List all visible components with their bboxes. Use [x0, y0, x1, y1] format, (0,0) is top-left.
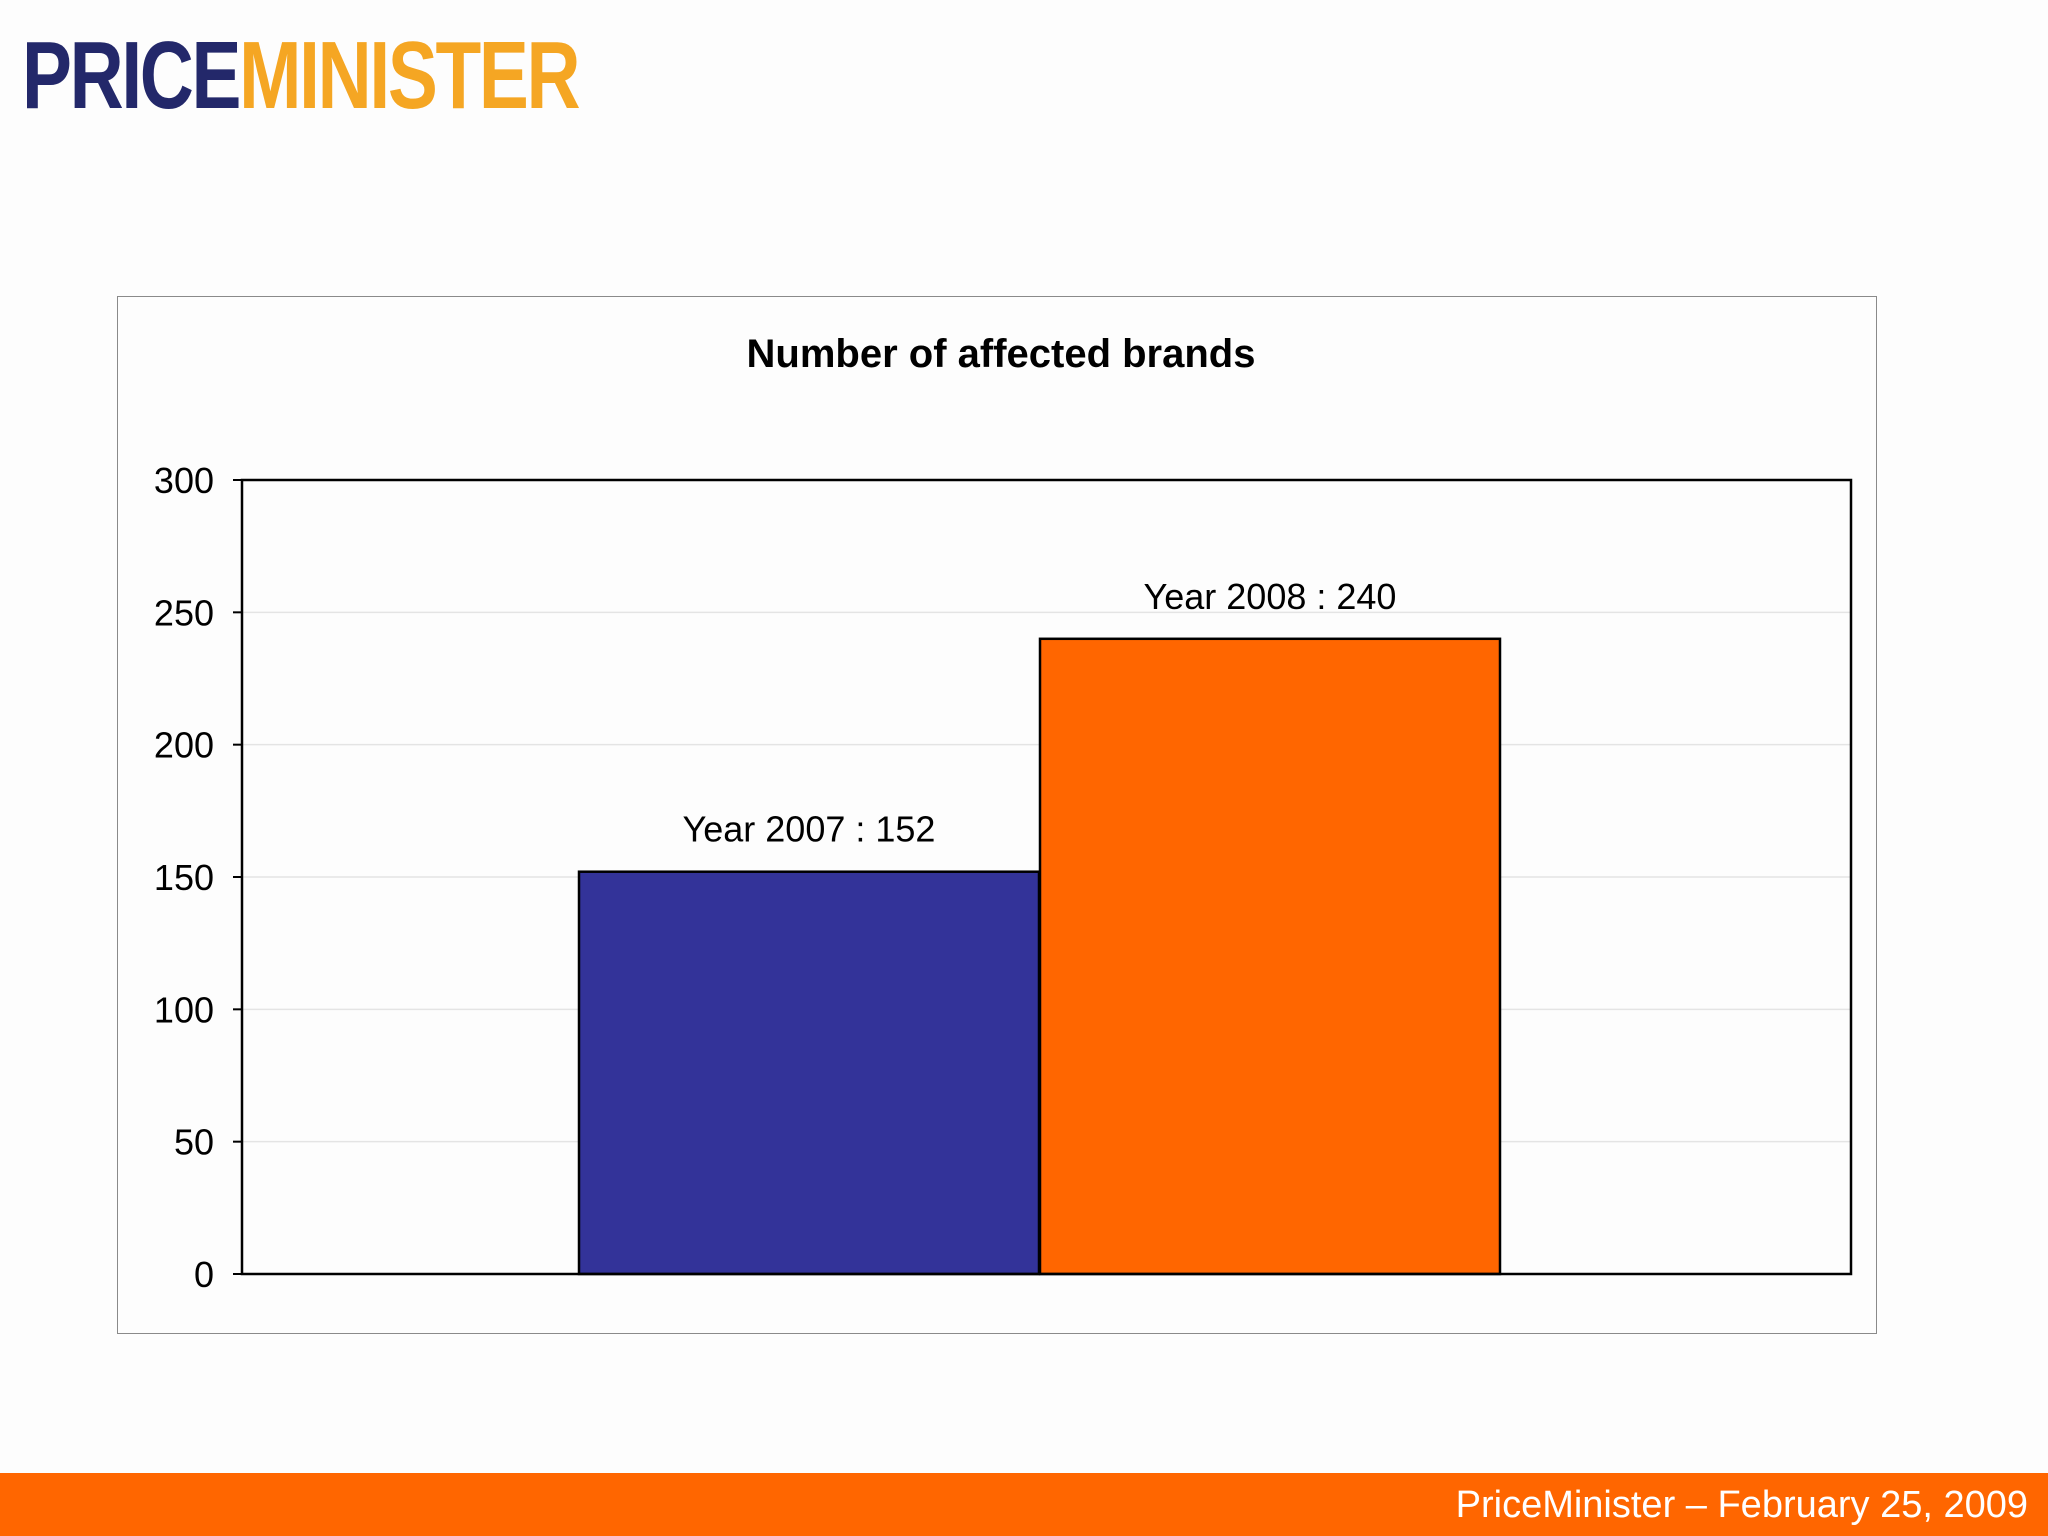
chart-panel: Number of affected brands 0 50 100 150 200 25… [117, 296, 1877, 1334]
y-tick-label: 200 [154, 725, 214, 766]
footer-bar: PriceMinister – February 25, 2009 [0, 1473, 2048, 1536]
logo-text-price: PRICE [22, 22, 241, 129]
y-tick-label: 100 [154, 989, 214, 1030]
chart-title: Number of affected brands [747, 332, 1256, 376]
bar-data-label: Year 2008 : 240 [1144, 576, 1397, 617]
y-tick-label: 50 [174, 1122, 214, 1163]
bar-0 [577, 870, 1041, 1276]
bar-1 [1038, 637, 1502, 1276]
bar-chart: Number of affected brands 0 50 100 150 200 25… [154, 332, 1853, 1295]
footer-text: PriceMinister – February 25, 2009 [1455, 1484, 2028, 1526]
y-tick-label: 250 [154, 592, 214, 633]
priceminister-logo: PRICEMINISTER [22, 26, 581, 126]
logo-text-minister: MINISTER [239, 22, 580, 129]
bars [577, 637, 1502, 1276]
y-tick-label: 300 [154, 460, 214, 501]
data-labels: Year 2007 : 152 Year 2008 : 240 [683, 576, 1397, 850]
y-tick-label: 0 [194, 1254, 214, 1295]
plot-area-frame [240, 478, 1853, 1276]
bar-data-label: Year 2007 : 152 [683, 809, 936, 850]
y-tick-label: 150 [154, 857, 214, 898]
y-axis: 0 50 100 150 200 250 300 [154, 460, 242, 1295]
